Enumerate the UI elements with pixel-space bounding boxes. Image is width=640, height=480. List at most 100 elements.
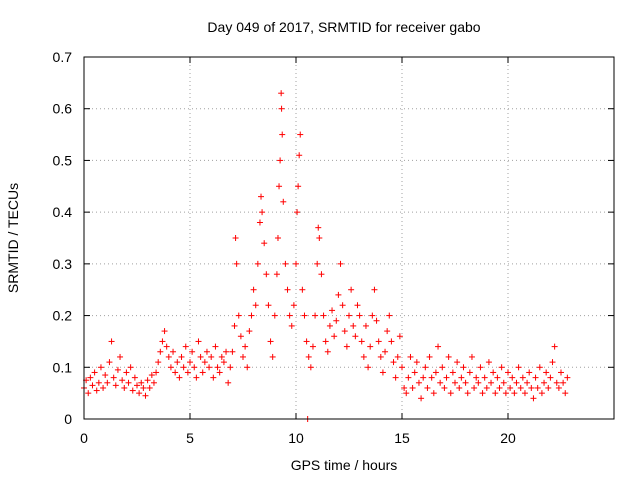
data-point	[127, 364, 134, 371]
data-point	[445, 353, 452, 360]
data-point	[458, 374, 465, 381]
data-point	[191, 364, 198, 371]
data-point	[269, 353, 276, 360]
data-point	[97, 364, 104, 371]
data-point	[394, 353, 401, 360]
data-point	[384, 328, 391, 335]
data-point	[157, 348, 164, 355]
grid-layer	[84, 57, 614, 419]
data-point	[352, 333, 359, 340]
data-point	[553, 379, 560, 386]
data-point	[498, 364, 505, 371]
data-point	[401, 384, 408, 391]
data-point	[240, 353, 246, 360]
data-point	[167, 364, 174, 371]
data-point	[399, 364, 405, 371]
data-point	[432, 369, 439, 376]
data-point	[369, 312, 376, 319]
data-point	[367, 343, 374, 350]
plot-frame	[83, 56, 615, 420]
data-point	[218, 353, 225, 360]
data-point	[329, 307, 336, 314]
data-point	[274, 235, 281, 241]
data-point	[441, 384, 448, 391]
y-tick-labels: 0 0.1 0.2 0.3 0.4 0.5 0.6 0.7	[53, 49, 73, 427]
data-point	[210, 374, 217, 381]
data-point	[435, 343, 442, 350]
data-point	[232, 235, 239, 241]
x-tick-label: 10	[288, 430, 304, 446]
data-point	[165, 353, 172, 360]
data-point	[180, 364, 187, 371]
data-point	[326, 322, 333, 329]
data-point	[549, 359, 556, 366]
data-point	[95, 379, 102, 386]
data-point	[358, 338, 365, 345]
data-marks	[81, 90, 571, 422]
data-point	[163, 343, 170, 350]
data-point	[112, 382, 119, 389]
data-point	[555, 384, 562, 391]
data-point	[91, 369, 98, 376]
data-point	[295, 183, 302, 190]
x-tick-label: 15	[394, 430, 410, 446]
data-point	[466, 369, 473, 376]
data-point	[199, 369, 206, 376]
data-point	[261, 240, 268, 247]
data-point	[530, 395, 537, 402]
data-point	[477, 364, 484, 371]
data-point	[248, 312, 255, 319]
data-point	[244, 364, 251, 371]
data-point	[161, 328, 168, 335]
data-point	[150, 379, 157, 386]
data-point	[315, 224, 322, 231]
data-point	[279, 131, 286, 138]
data-point	[415, 379, 422, 386]
y-tick-label: 0.4	[53, 204, 73, 220]
data-point	[333, 317, 340, 324]
data-point	[314, 260, 321, 267]
data-point	[110, 374, 117, 381]
data-point	[492, 390, 499, 397]
y-tick-label: 0.3	[53, 256, 73, 272]
data-point	[195, 338, 202, 345]
data-point	[420, 374, 427, 381]
data-point	[547, 374, 554, 381]
data-point	[290, 302, 297, 309]
data-point	[176, 374, 183, 381]
data-point	[485, 359, 492, 366]
data-point	[129, 387, 136, 394]
axis-ticks	[83, 56, 614, 420]
data-point	[437, 379, 444, 386]
data-point	[276, 183, 283, 190]
data-point	[464, 390, 471, 397]
data-point	[267, 338, 274, 345]
data-point	[297, 131, 304, 138]
data-point	[187, 359, 193, 366]
data-point	[346, 312, 352, 319]
data-point	[541, 379, 548, 386]
data-point	[468, 353, 475, 360]
data-point	[312, 312, 319, 319]
data-point	[159, 338, 166, 345]
data-point	[203, 348, 210, 355]
data-point	[560, 379, 567, 386]
data-point	[475, 379, 482, 386]
data-point	[545, 384, 552, 391]
data-point	[296, 152, 303, 159]
data-point	[462, 379, 469, 386]
data-point	[496, 384, 503, 391]
data-point	[471, 384, 478, 391]
y-axis-label: SRMTID / TECUs	[5, 183, 21, 293]
data-point	[322, 338, 329, 345]
data-point	[411, 369, 418, 376]
data-point	[153, 369, 160, 376]
data-point	[439, 364, 446, 371]
data-point	[409, 384, 416, 391]
data-point	[206, 364, 213, 371]
data-point	[360, 353, 367, 360]
data-point	[558, 369, 564, 376]
data-point	[449, 369, 456, 376]
data-point	[515, 364, 522, 371]
data-point	[403, 390, 410, 397]
